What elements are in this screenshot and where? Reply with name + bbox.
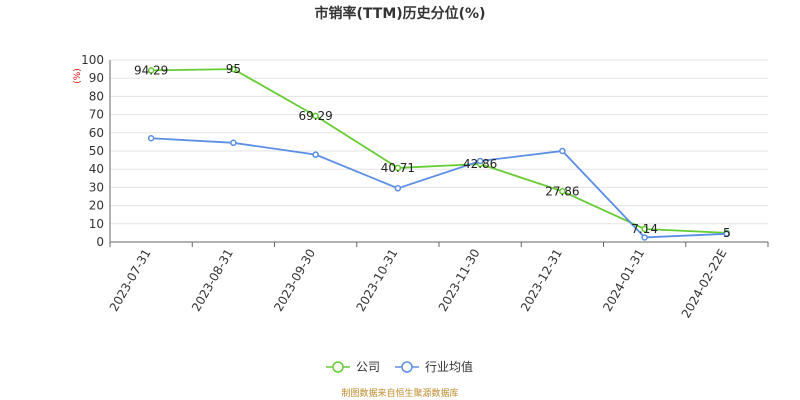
y-tick-label: 0 <box>96 235 104 249</box>
x-tick-label: 2024-02-22E <box>679 247 730 321</box>
series-0-data-label: 7.14 <box>631 222 658 236</box>
series-0-data-label: 69.29 <box>298 109 332 123</box>
series-1-point[interactable] <box>394 185 402 192</box>
y-tick-label: 50 <box>89 144 104 158</box>
series-0-point[interactable] <box>230 65 237 73</box>
series-line-1 <box>151 137 727 239</box>
series-1-point[interactable] <box>641 234 648 241</box>
series-0-point[interactable] <box>641 225 648 233</box>
x-tick-label: 2023-09-30 <box>271 247 318 314</box>
data-labels: 94.29 95 69.29 40.71 42.86 27.86 7.14 5 <box>134 62 731 240</box>
legend-label-company: 公司 <box>356 360 380 374</box>
y-tick-label: 90 <box>89 71 104 85</box>
series-1-point[interactable] <box>147 135 155 142</box>
legend-item-industry[interactable]: 行业均值 <box>395 359 473 374</box>
series-0-data-label: 95 <box>226 62 241 76</box>
series-layer <box>147 65 731 241</box>
chart-title: 市销率(TTM)历史分位(%) <box>315 5 486 22</box>
legend[interactable]: 公司 行业均值 <box>326 359 473 374</box>
legend-marker-industry <box>401 361 413 373</box>
y-tick-label: 40 <box>89 162 104 176</box>
series-0-point[interactable] <box>147 67 155 74</box>
series-1-point[interactable] <box>476 157 484 165</box>
legend-item-company[interactable]: 公司 <box>326 360 380 374</box>
source-note: 制图数据来自恒生聚源数据库 <box>341 387 458 399</box>
series-1-point[interactable] <box>559 147 566 155</box>
x-tick-label: 2023-12-31 <box>518 247 565 314</box>
legend-label-industry: 行业均值 <box>425 359 473 374</box>
legend-marker-company <box>332 361 344 373</box>
series-0-data-label: 42.86 <box>463 157 497 171</box>
y-tick-label: 80 <box>89 89 104 103</box>
y-tick-label: 20 <box>89 199 104 213</box>
series-1-point[interactable] <box>723 230 731 238</box>
x-tick-label: 2024-01-31 <box>600 247 647 314</box>
x-tick-label: 2023-10-31 <box>353 247 400 314</box>
y-tick-label: 10 <box>89 217 104 231</box>
series-1-point[interactable] <box>230 139 237 147</box>
series-0-data-label: 40.71 <box>381 161 415 175</box>
x-tick-label: 2023-07-31 <box>107 247 154 314</box>
y-tick-label: 100 <box>81 53 104 67</box>
x-tick-label: 2023-11-30 <box>436 247 483 314</box>
series-0-data-label: 27.86 <box>545 184 579 198</box>
x-tick-label: 2023-08-31 <box>189 247 236 314</box>
axes: 0 10 20 30 40 50 60 70 80 90 100 2023-07-31 2023-08-… <box>81 53 769 321</box>
series-0-data-label: 94.29 <box>134 63 168 77</box>
y-tick-label: 30 <box>89 180 104 194</box>
y-tick-label: 60 <box>89 126 104 140</box>
series-0-data-label: 5 <box>723 226 731 240</box>
series-0-point[interactable] <box>559 188 566 195</box>
y-tick-label: 70 <box>89 108 104 122</box>
series-0-point[interactable] <box>312 112 319 120</box>
gridlines <box>110 59 768 225</box>
series-0-point[interactable] <box>394 164 402 172</box>
series-1-point[interactable] <box>312 151 319 158</box>
y-axis-label: (%) <box>73 68 83 84</box>
